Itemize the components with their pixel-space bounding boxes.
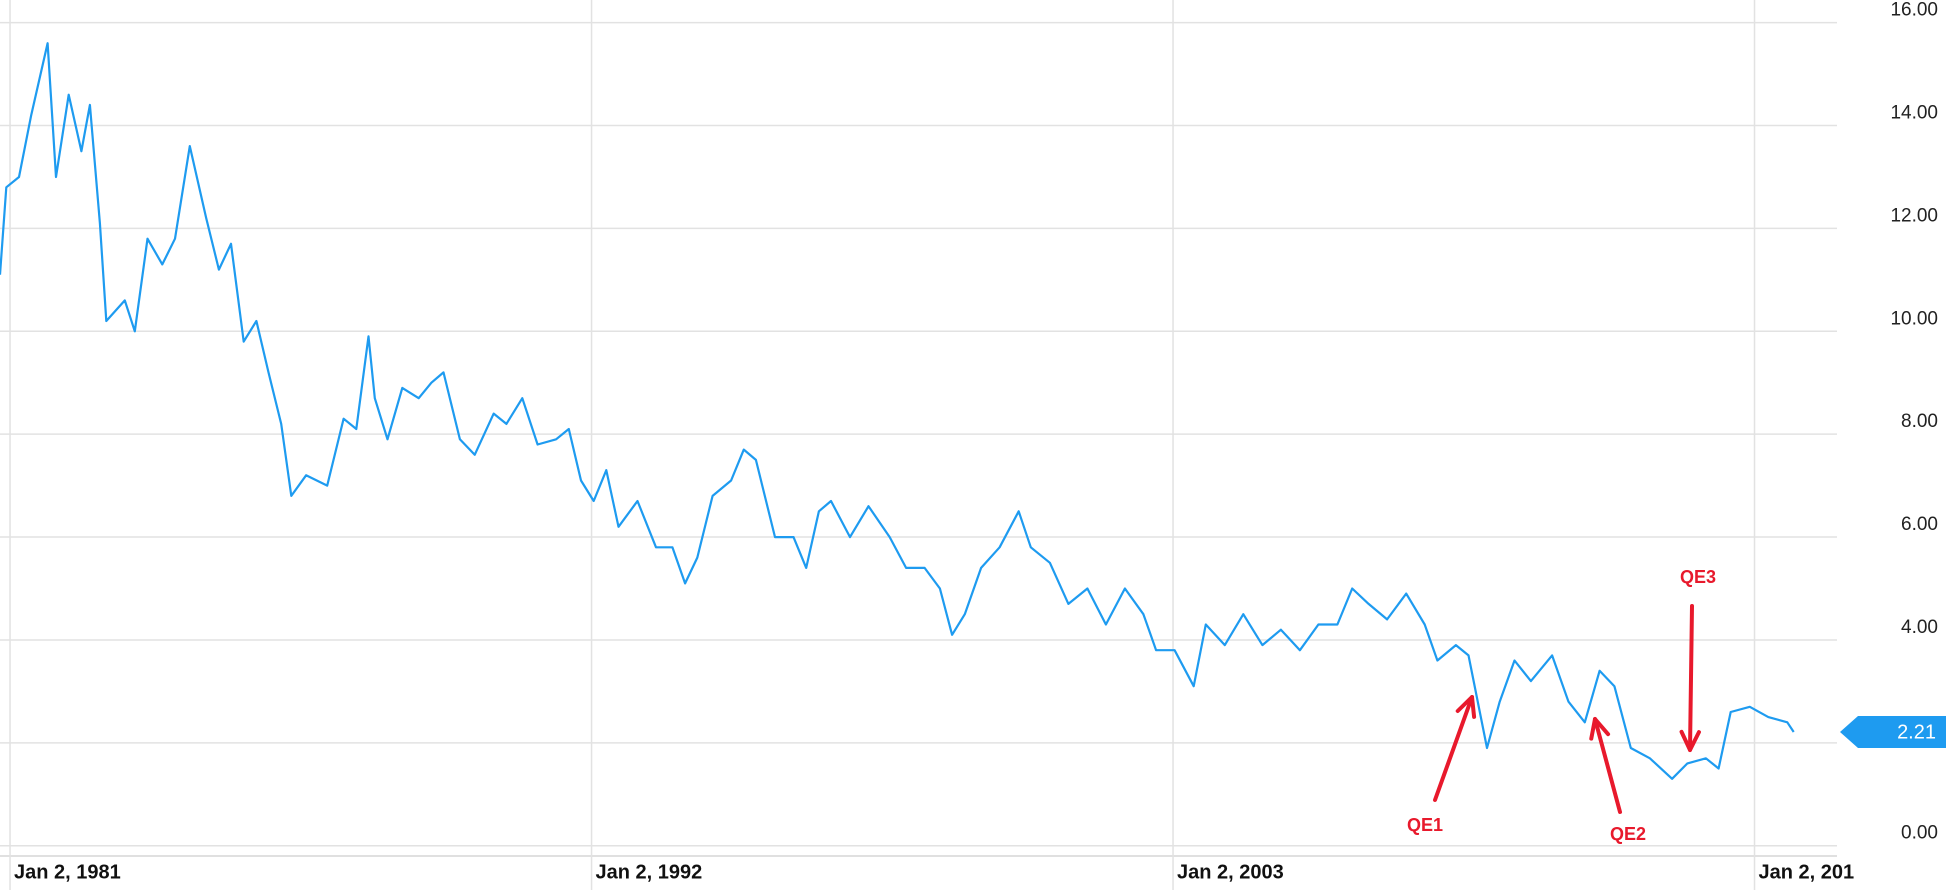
current-value-tag (1840, 716, 1946, 749)
y-tick-label: 8.00 (1901, 411, 1938, 432)
y-tick-label: 16.00 (1890, 0, 1938, 21)
y-tick-label: 6.00 (1901, 514, 1938, 535)
y-tick-label: 14.00 (1890, 103, 1938, 124)
annotation-arrowhead (1455, 695, 1477, 719)
annotation: QE2 (1610, 824, 1646, 844)
y-tick-label: 12.00 (1890, 205, 1938, 226)
annotation-arrow (1688, 604, 1694, 752)
annotation-arrowhead (1679, 729, 1701, 752)
y-tick-label: 10.00 (1890, 308, 1938, 329)
x-tick-label: Jan 2, 201 (1759, 861, 1855, 883)
line (0, 42, 1795, 780)
x-tick-label: Jan 2, 1981 (14, 861, 121, 883)
y-tick-label: 0.00 (1901, 823, 1938, 844)
x-tick-label: Jan 2, 1992 (596, 861, 703, 883)
annotation-arrowhead (1589, 717, 1611, 741)
annotation: QE3 (1680, 567, 1716, 587)
annotation: QE1 (1407, 815, 1443, 835)
x-tick-label: Jan 2, 2003 (1177, 861, 1284, 883)
current-value-label: 2.21 (1897, 721, 1936, 743)
y-tick-label: 4.00 (1901, 617, 1938, 638)
annotation-arrow (1433, 695, 1474, 802)
annotation-arrow (1593, 717, 1622, 814)
